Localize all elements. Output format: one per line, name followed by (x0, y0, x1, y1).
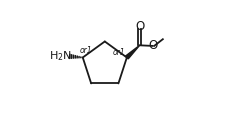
Text: H$_2$N: H$_2$N (49, 49, 72, 63)
Text: or1: or1 (113, 48, 125, 57)
Text: O: O (135, 20, 144, 33)
Text: or1: or1 (80, 46, 92, 55)
Text: O: O (149, 39, 158, 52)
Polygon shape (125, 45, 140, 59)
